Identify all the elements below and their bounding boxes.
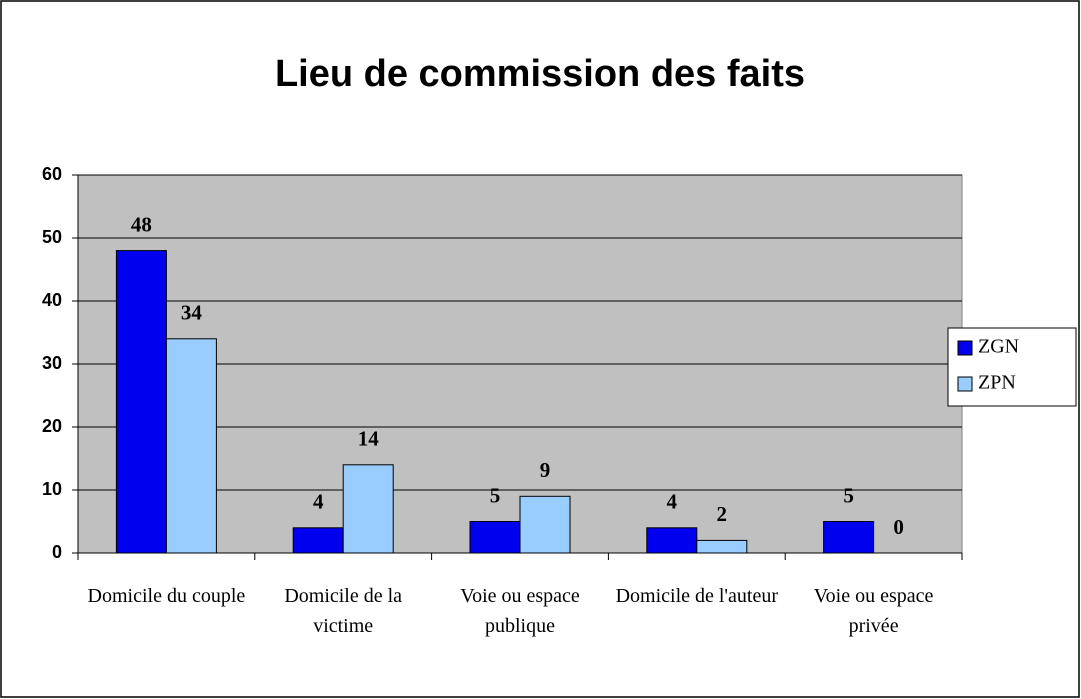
y-tick-label: 30 (42, 353, 62, 373)
y-tick-label: 0 (52, 542, 62, 562)
data-label: 5 (490, 483, 501, 507)
data-label: 9 (540, 458, 551, 482)
data-label: 48 (131, 212, 152, 236)
x-tick-label: Voie ou espace privée (813, 585, 934, 637)
y-tick-label: 50 (42, 227, 62, 247)
chart-title: Lieu de commission des faits (275, 53, 805, 95)
y-tick-label: 40 (42, 290, 62, 310)
data-label: 4 (667, 490, 678, 514)
y-tick-label: 10 (42, 479, 62, 499)
data-label: 5 (843, 483, 854, 507)
legend-swatch (957, 340, 973, 356)
data-label: 2 (717, 502, 728, 526)
y-tick-label: 20 (42, 416, 62, 436)
data-label: 0 (893, 515, 904, 539)
data-label: 14 (358, 427, 380, 451)
bar (342, 464, 394, 554)
legend-label: ZGN (978, 336, 1019, 358)
y-tick-label: 60 (42, 164, 62, 184)
x-tick-label: Domicile de l'auteur (615, 585, 779, 607)
legend-label: ZPN (978, 372, 1016, 394)
data-label: 4 (313, 490, 324, 514)
bar (469, 521, 521, 554)
bar (292, 527, 344, 554)
bar (696, 539, 748, 554)
bar (519, 495, 571, 554)
x-tick-label: Domicile du couple (87, 585, 246, 607)
bar (115, 250, 167, 554)
bar (823, 521, 875, 554)
legend-swatch (957, 376, 973, 392)
x-tick-label: Domicile de la victime (284, 585, 403, 637)
data-label: 34 (181, 301, 203, 325)
x-tick-label: Voie ou espace publique (460, 585, 580, 637)
bar (165, 338, 217, 554)
bar (646, 527, 698, 554)
